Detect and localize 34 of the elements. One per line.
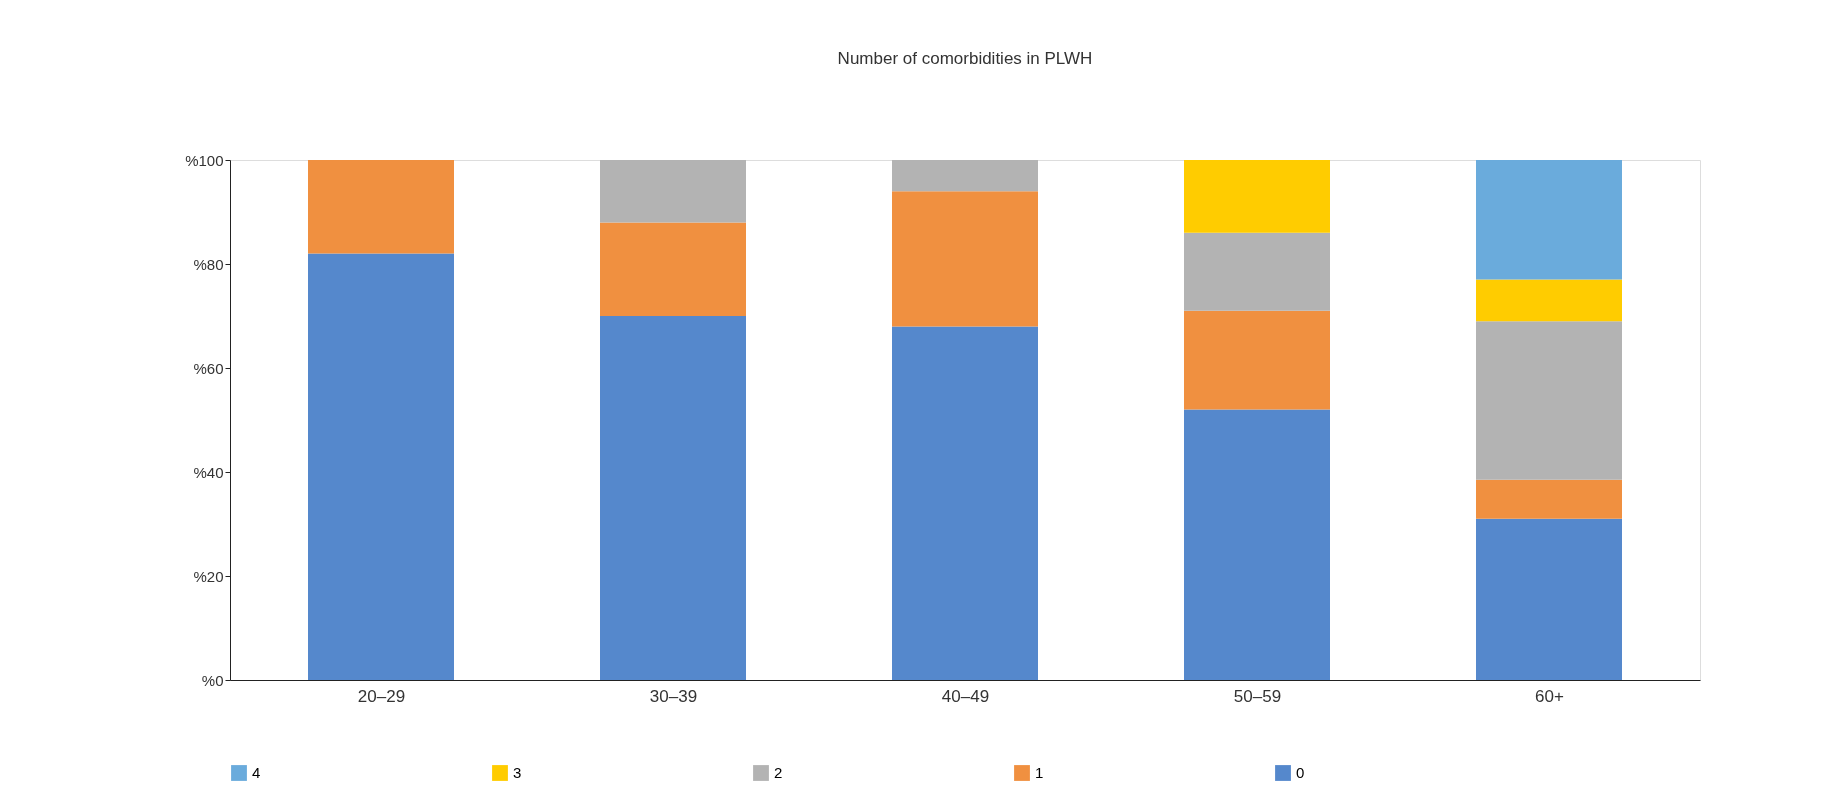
bar: [1476, 518, 1622, 680]
y-tick-label: %0: [201, 671, 224, 689]
bar: [1184, 160, 1330, 233]
x-tick-label: 20–29: [357, 686, 406, 706]
bar: [600, 160, 746, 223]
bar: [1184, 409, 1330, 680]
legend-label: 0: [1296, 764, 1305, 781]
legend-label: 3: [513, 764, 522, 781]
x-tick-label: 50–59: [1233, 686, 1282, 706]
legend-label: 2: [774, 764, 783, 781]
x-tick-label: 60+: [1535, 686, 1564, 706]
bar: [1184, 310, 1330, 410]
y-tick-label: %100: [185, 151, 224, 169]
x-tick-label: 40–49: [941, 686, 990, 706]
bar: [892, 326, 1038, 680]
y-tick-label: %40: [193, 463, 224, 481]
legend-label: 4: [252, 764, 261, 781]
bar: [308, 160, 454, 254]
bar: [1184, 232, 1330, 311]
bar: [892, 191, 1038, 327]
x-tick-label: 30–39: [649, 686, 698, 706]
bar: [600, 316, 746, 680]
legend-label: 1: [1035, 764, 1044, 781]
bar: [1476, 479, 1622, 519]
y-tick-label: %60: [193, 359, 224, 377]
chart-title: Number of comorbidities in PLWH: [837, 49, 1093, 68]
y-tick-label: %80: [193, 255, 224, 273]
bar: [308, 253, 454, 680]
y-tick-label: %20: [193, 567, 224, 585]
bar: [892, 160, 1038, 192]
bar: [600, 222, 746, 316]
bar: [1476, 160, 1622, 280]
bar: [1476, 321, 1622, 480]
bar: [1476, 279, 1622, 322]
